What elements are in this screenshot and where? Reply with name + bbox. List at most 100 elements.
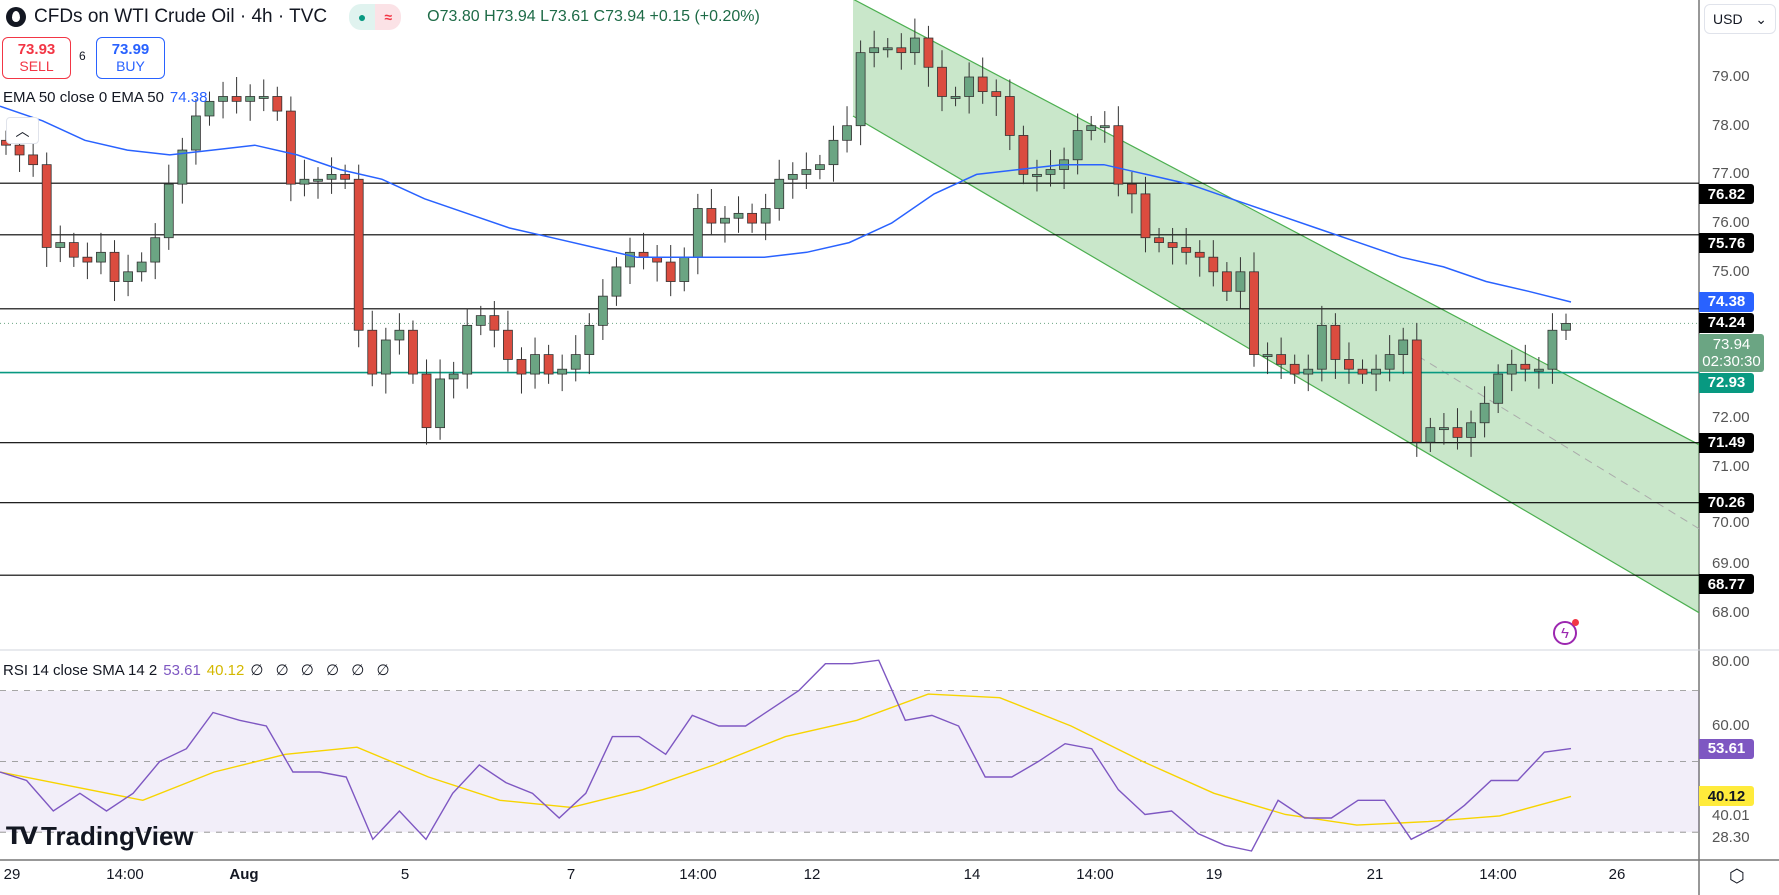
rsi-legend[interactable]: RSI 14 close SMA 14 2 53.61 40.12 ∅ ∅ ∅ ∅ ∅…	[3, 661, 394, 679]
candle-up	[123, 271, 133, 282]
rsi-tick: 80.00	[1712, 653, 1750, 670]
last-price-tag: 73.94 02:30:30	[1699, 333, 1764, 372]
candle-down	[1330, 324, 1341, 360]
candle-down	[1127, 183, 1137, 195]
ema-legend-label: EMA 50 close 0 EMA 50	[3, 89, 164, 106]
candle-up	[1099, 125, 1110, 129]
sell-label: SELL	[19, 58, 54, 74]
candle-up	[909, 37, 920, 54]
level-price-tag: 71.49	[1699, 432, 1754, 453]
sell-price: 73.93	[17, 41, 56, 58]
candle-up	[1479, 402, 1490, 424]
chart-header: CFDs on WTI Crude Oil · 4h · TVC ● ≈ O73…	[6, 4, 760, 30]
candle-up	[720, 217, 730, 224]
candle-down	[1140, 193, 1151, 239]
currency-label: USD	[1713, 11, 1743, 27]
candle-up	[787, 173, 798, 180]
candle-up	[394, 329, 405, 341]
candle-up	[1045, 169, 1056, 175]
level-price-tag: 70.26	[1699, 492, 1754, 513]
candle-down	[421, 373, 432, 429]
candle-down	[68, 242, 79, 258]
approx-icon: ≈	[375, 4, 402, 30]
candle-down	[1249, 271, 1259, 355]
candle-up	[570, 354, 581, 370]
candle-up	[1533, 368, 1544, 372]
candle-up	[1547, 329, 1558, 370]
time-label: 14	[963, 866, 981, 883]
rsi-tick: 60.00	[1712, 717, 1750, 734]
candle-up	[1439, 427, 1449, 431]
candle-down	[340, 173, 351, 180]
candle-up	[1032, 173, 1042, 177]
candle-up	[191, 115, 201, 151]
rsi-sma-legend-value: 40.12	[206, 662, 245, 679]
candle-up	[964, 76, 975, 97]
time-label: 29	[3, 866, 21, 883]
candle-down	[1208, 256, 1219, 273]
candle-down	[82, 256, 93, 263]
symbol-title[interactable]: CFDs on WTI Crude Oil · 4h · TVC	[34, 6, 328, 27]
ema-legend[interactable]: EMA 50 close 0 EMA 50 74.38	[3, 89, 207, 106]
price-tick: 75.00	[1712, 262, 1750, 280]
candle-up	[177, 149, 188, 185]
candle-down	[923, 37, 934, 68]
candle-up	[380, 339, 391, 375]
time-label: 19	[1205, 866, 1223, 883]
oil-drop-icon	[6, 7, 26, 27]
candle-up	[163, 183, 174, 239]
buy-button[interactable]: 73.99 BUY	[96, 37, 165, 79]
collapse-legend-button[interactable]: ︿	[6, 117, 39, 144]
candle-up	[1303, 368, 1314, 375]
time-label: 12	[803, 866, 821, 883]
candle-up	[1466, 422, 1476, 438]
market-status[interactable]: ● ≈	[349, 4, 402, 30]
price-tick: 69.00	[1712, 555, 1750, 572]
level-price-tag: 75.76	[1699, 233, 1754, 254]
spread: 6	[79, 49, 86, 63]
tradingview-logo[interactable]: 𝗧𝗩 TradingView	[6, 821, 194, 851]
candle-up	[299, 178, 310, 185]
level-price-tag: 76.82	[1699, 184, 1754, 205]
candle-down	[1344, 359, 1354, 370]
candle-up	[245, 96, 256, 102]
candle-up	[435, 378, 445, 429]
rsi-tick: 28.30	[1712, 829, 1750, 847]
buy-label: BUY	[116, 58, 145, 74]
candle-down	[109, 251, 120, 282]
price-tick: 71.00	[1712, 457, 1750, 475]
candle-down	[1411, 339, 1422, 443]
time-label: 26	[1608, 866, 1626, 883]
settings-icon[interactable]: ⬡	[1729, 866, 1745, 886]
candle-down	[1004, 96, 1015, 136]
candle-down	[503, 329, 513, 360]
tv-logo-icon: 𝗧𝗩	[6, 822, 38, 850]
candle-down	[1452, 427, 1463, 438]
candle-up	[1316, 324, 1327, 370]
candle-down	[977, 76, 988, 93]
currency-selector[interactable]: USD ⌄	[1704, 4, 1776, 34]
channel-lower-line	[852, 115, 1700, 614]
rsi-legend-extra: ∅ ∅ ∅ ∅ ∅ ∅	[250, 662, 394, 679]
candle-up	[1493, 373, 1504, 404]
candle-down	[272, 96, 283, 112]
candle-up	[584, 324, 595, 355]
price-tick: 76.00	[1712, 214, 1750, 232]
ema-price-tag: 74.38	[1699, 291, 1754, 312]
sell-button[interactable]: 73.93 SELL	[2, 37, 71, 79]
candle-up	[218, 96, 228, 102]
candle-up	[1262, 354, 1273, 357]
rsi-sma-value-tag: 40.12	[1699, 786, 1754, 807]
candle-up	[679, 256, 690, 282]
price-tick: 79.00	[1712, 68, 1750, 85]
chevron-down-icon: ⌄	[1755, 10, 1767, 27]
candle-up	[611, 266, 622, 297]
candles	[1, 18, 1571, 457]
lightning-icon[interactable]: ϟ	[1553, 619, 1579, 645]
candle-up	[774, 178, 785, 209]
candle-up	[1398, 339, 1409, 355]
level-price-tag: 68.77	[1699, 574, 1754, 594]
candle-up	[1384, 354, 1395, 370]
candle-up	[950, 96, 961, 99]
